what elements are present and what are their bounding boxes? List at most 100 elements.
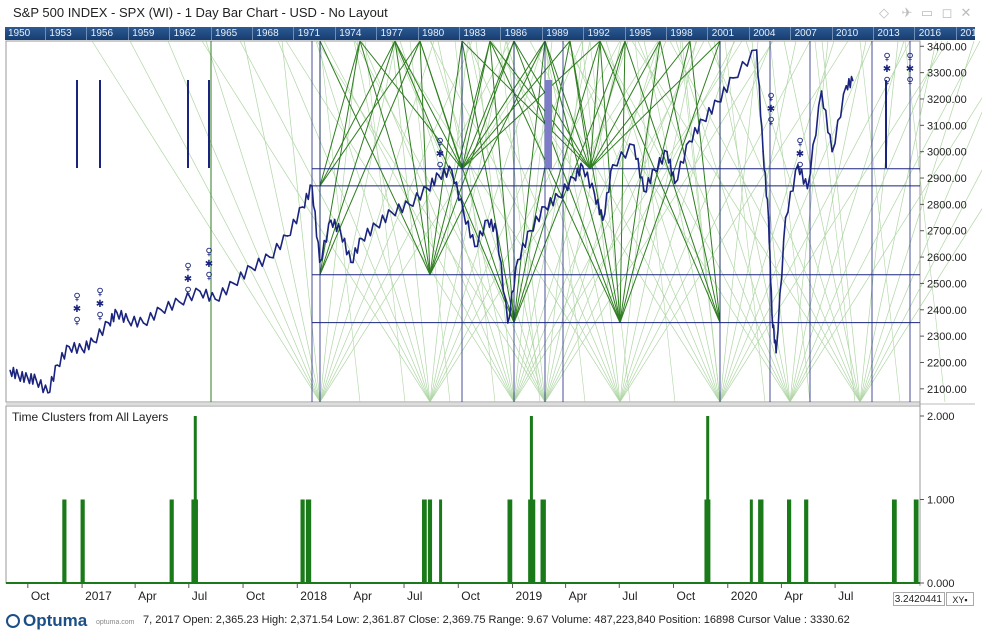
fan-line-dark	[461, 40, 491, 169]
price-point	[35, 378, 37, 381]
fan-line-light	[392, 40, 546, 403]
x-axis-tick-label: 2019	[516, 589, 543, 603]
price-point	[643, 190, 645, 192]
fan-line-dark	[544, 40, 621, 323]
fan-line-dark	[319, 40, 431, 275]
fan-line-light	[277, 40, 431, 403]
status-bar	[0, 607, 982, 635]
cursor-value-box[interactable]: 3.2420441	[893, 592, 945, 606]
cluster-bar	[540, 499, 544, 583]
year-strip-label: 1998	[670, 28, 693, 39]
planet-glyph: ✱	[883, 64, 891, 75]
fan-line-light	[513, 40, 743, 403]
year-strip-label: 1956	[90, 28, 114, 39]
chart-area[interactable]: ♀✱♀♀✱♀♀✱♀♀✱♀♀✱♀♀✱♀♀✱♀♀✱♀♀✱♀2100.002200.0…	[0, 0, 982, 607]
fan-line-light	[719, 40, 759, 403]
cluster-bar	[63, 499, 67, 583]
year-strip-label: 2013	[877, 28, 900, 39]
price-point	[716, 100, 719, 103]
planet-glyph: ♀	[73, 316, 80, 327]
fan-line-light	[205, 40, 321, 403]
x-axis-tick-label: Jul	[192, 589, 207, 603]
cluster-bar	[805, 499, 809, 583]
optuma-logo: Optuma	[6, 611, 87, 631]
x-axis-tick-label: Apr	[569, 589, 588, 603]
restore-icon[interactable]: ◻	[941, 5, 953, 20]
year-strip-divider	[45, 27, 46, 40]
fan-line-dark	[569, 40, 621, 323]
y-axis-tick-label: 3000.00	[927, 147, 967, 159]
xy-toggle-button[interactable]: XY▪	[946, 592, 974, 606]
x-axis-tick-label: Jul	[838, 589, 853, 603]
y-axis-tick-label: 2900.00	[927, 173, 967, 185]
fan-line-light	[281, 40, 321, 403]
year-strip-label: 2019	[960, 28, 975, 39]
fan-line-dark	[319, 40, 396, 275]
logo-text: Optuma	[23, 611, 88, 630]
close-icon[interactable]: ✕	[960, 5, 972, 20]
y-axis-tick-label: 3300.00	[927, 68, 967, 80]
diamond-icon[interactable]: ◇	[879, 5, 889, 20]
fan-line-light	[561, 40, 791, 403]
fan-line-dark	[489, 40, 515, 323]
planet-glyph: ✱	[796, 149, 804, 160]
lock-icon: ▪	[964, 595, 968, 605]
year-strip-divider	[127, 27, 129, 40]
price-point	[360, 237, 363, 240]
year-strip-label: 2010	[836, 28, 859, 39]
year-strip-label: 1971	[297, 28, 321, 39]
cluster-bar	[915, 499, 919, 583]
price-point	[517, 258, 519, 261]
price-point	[17, 374, 20, 377]
restore-icon[interactable]: ▭	[920, 5, 934, 20]
cluster-bar	[421, 499, 425, 583]
year-strip[interactable]: 1950 1953 1956 1959 1962 1965 1968 1971 1974 1977…	[5, 27, 975, 40]
price-point	[375, 224, 378, 227]
fan-line-light	[513, 40, 667, 403]
x-axis-tick-label: Apr	[138, 589, 157, 603]
fan-line-light	[409, 40, 451, 403]
fan-line-dark	[429, 40, 515, 275]
price-point	[581, 165, 584, 167]
x-axis-tick-label: Jul	[407, 589, 422, 603]
fan-line-light	[319, 40, 361, 403]
price-point	[775, 351, 777, 354]
fan-line-light	[319, 40, 359, 403]
planet-glyph: ♀	[205, 247, 212, 258]
fan-line-light	[724, 40, 766, 403]
price-point	[462, 211, 465, 214]
fan-line-dark	[589, 40, 601, 169]
price-point	[806, 187, 809, 190]
x-axis-tick-label: 2020	[731, 589, 758, 603]
fan-line-light	[319, 40, 397, 403]
fan-line-dark	[461, 40, 546, 170]
cluster-bar	[301, 499, 305, 583]
pin-icon[interactable]: ✈	[901, 5, 913, 20]
fan-line-dark	[513, 40, 546, 323]
year-strip-label: 1980	[422, 28, 445, 39]
fan-line-dark	[589, 40, 721, 170]
price-point	[495, 229, 498, 232]
cluster-bar	[542, 499, 546, 583]
price-point	[27, 377, 29, 380]
fan-line-light	[499, 40, 541, 403]
price-point	[611, 164, 614, 166]
price-point	[311, 185, 313, 187]
price-point	[390, 211, 393, 214]
price-point	[268, 256, 271, 258]
fan-line-light	[783, 40, 861, 403]
fan-line-dark	[489, 40, 591, 170]
planet-glyph: ♀	[796, 137, 803, 148]
x-axis-tick-label: Apr	[784, 589, 803, 603]
price-point	[56, 364, 59, 366]
fan-line-light	[634, 40, 676, 403]
planet-glyph: ♀	[184, 262, 191, 273]
price-point	[160, 308, 162, 311]
x-axis-tick-label: Oct	[31, 589, 50, 603]
y-axis-tick-label: 2100.00	[927, 384, 967, 396]
price-point	[573, 177, 575, 179]
planet-glyph: ✱	[436, 149, 444, 160]
year-strip-label: 1992	[587, 28, 610, 39]
fan-line-light	[643, 40, 721, 403]
year-strip-label: 1950	[8, 28, 31, 39]
